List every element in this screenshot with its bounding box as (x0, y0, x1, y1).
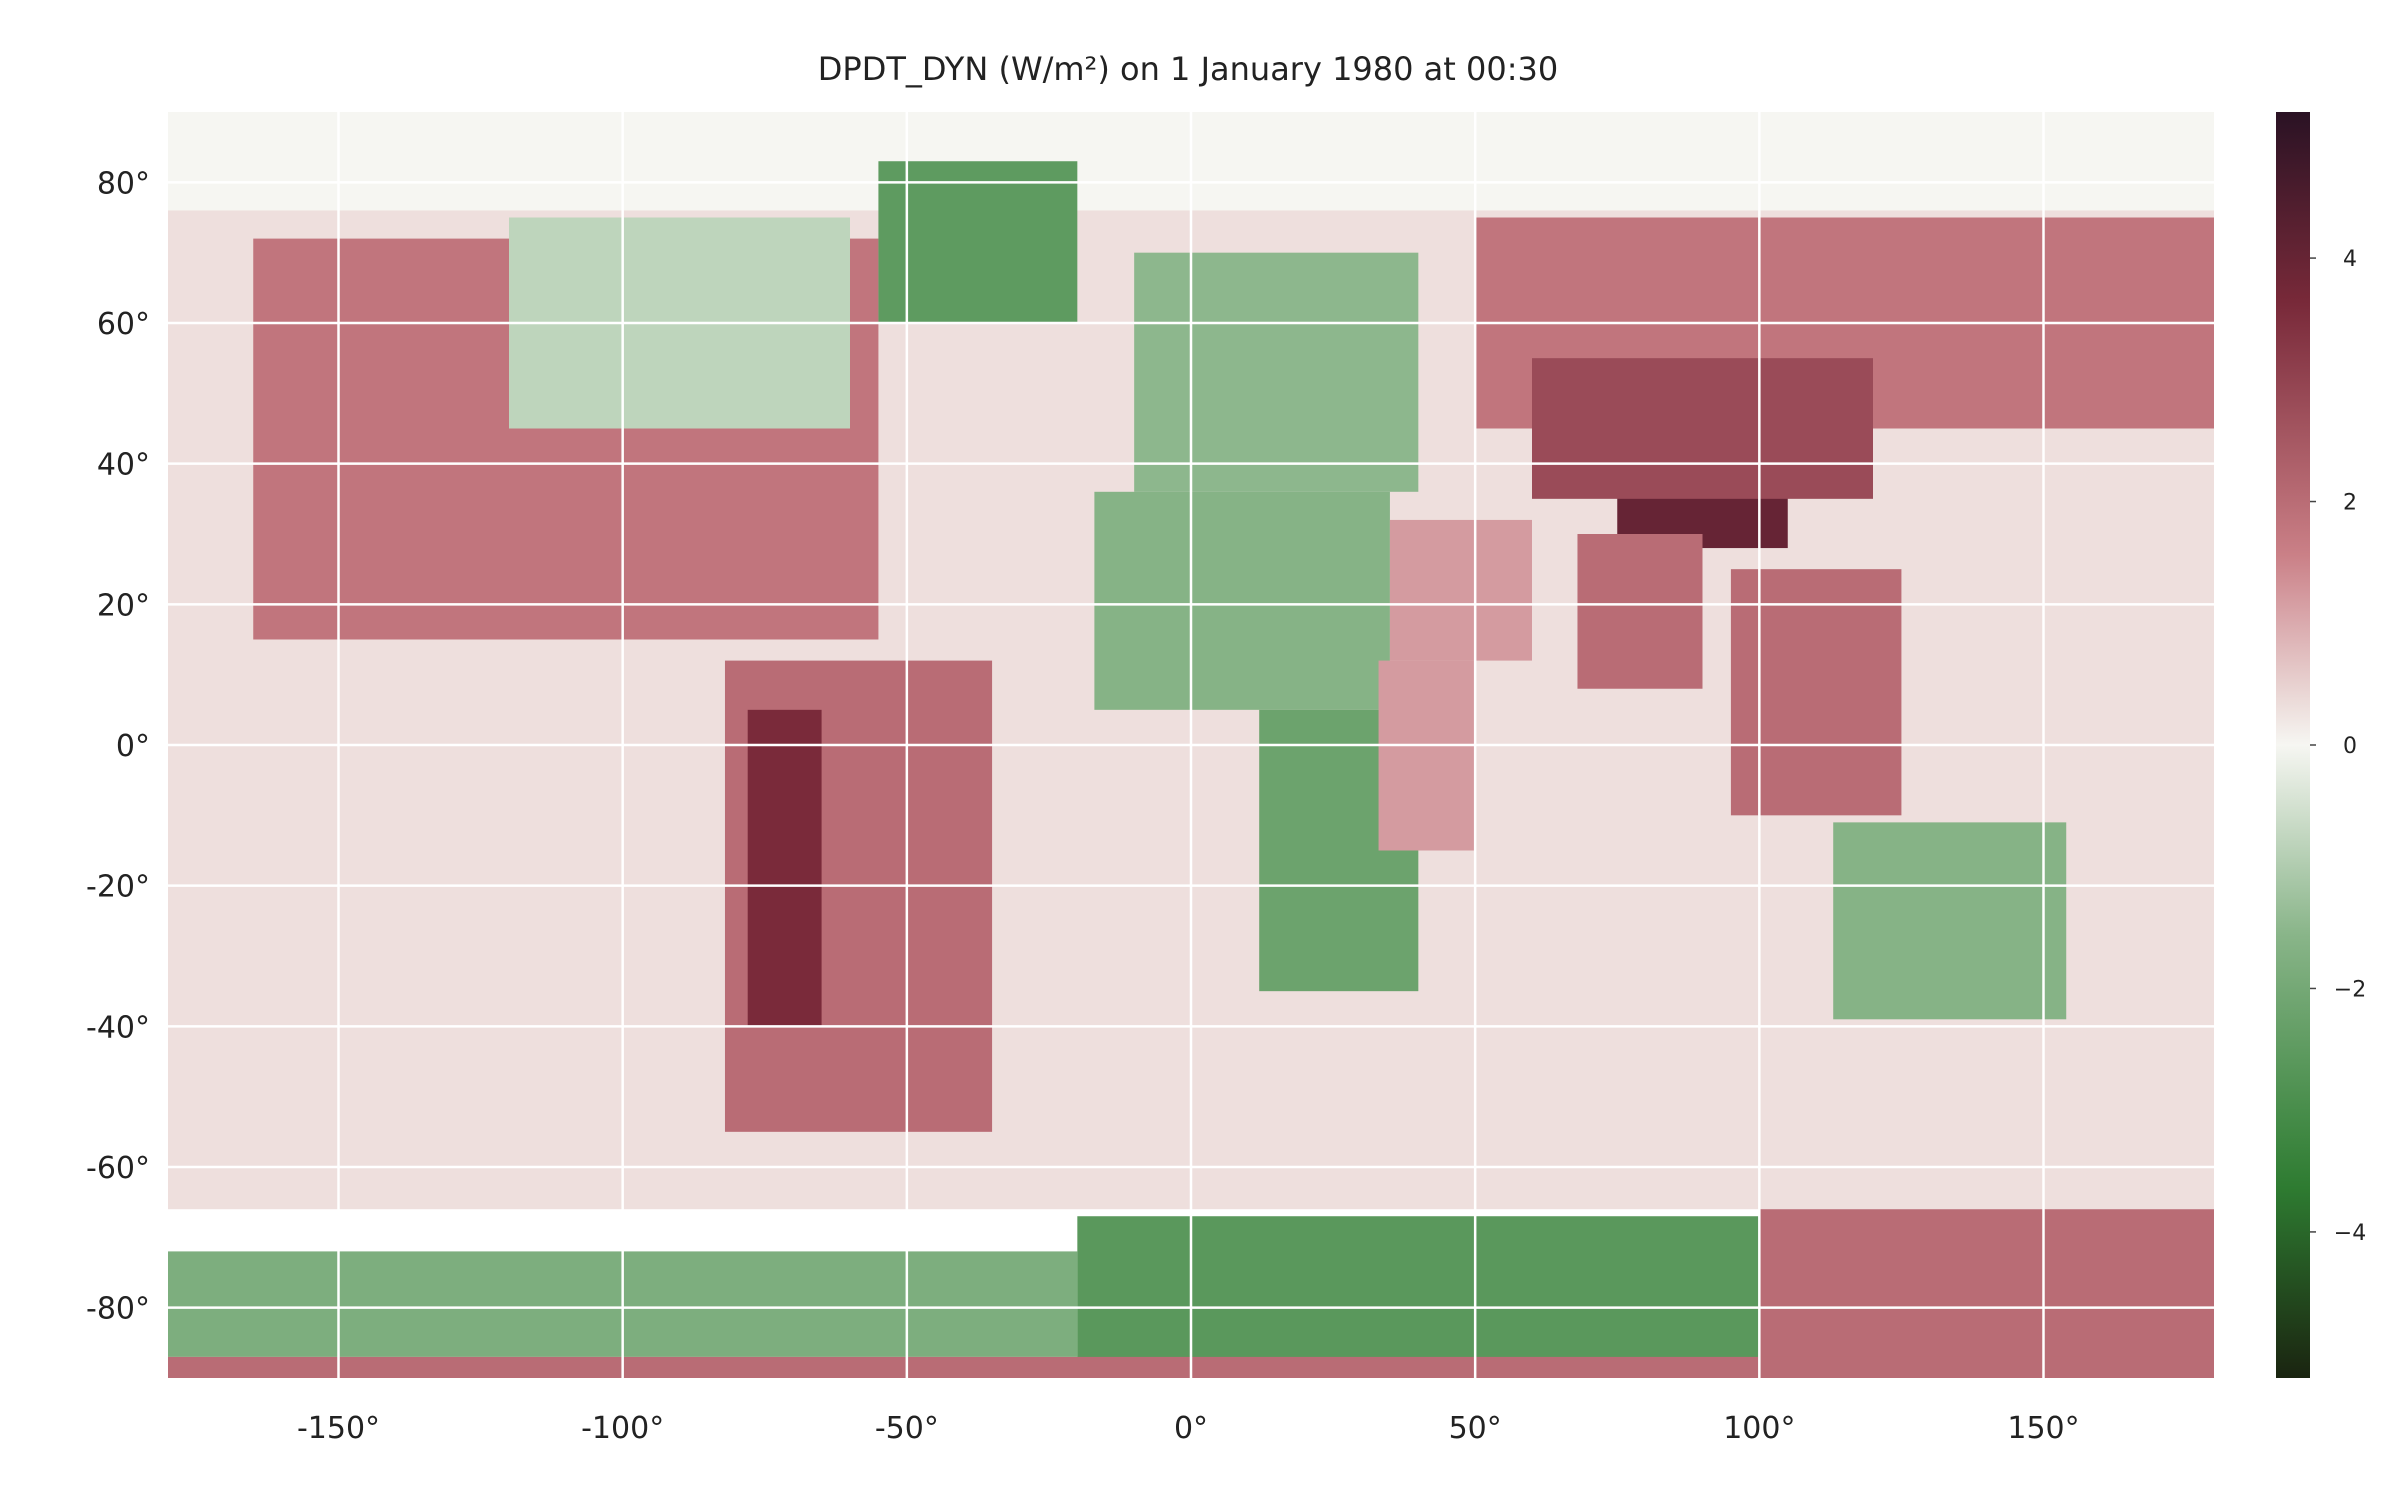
colorbar: 4 2 0 −2 −4 (2276, 112, 2366, 1378)
region-east-africa (1378, 660, 1476, 851)
y-tick-label: -60° (86, 1151, 150, 1186)
y-tick-label: 0° (116, 729, 150, 764)
colorbar-tick-label: 4 (2343, 247, 2357, 272)
x-tick-label: 150° (2007, 1411, 2079, 1446)
grid-lines (168, 112, 2214, 1378)
region-europe (1134, 252, 1419, 492)
y-tick-label: 40° (97, 448, 150, 483)
region-central-asia (1532, 358, 1873, 499)
region-north-africa (1094, 491, 1390, 710)
y-tick-label: -40° (86, 1010, 150, 1045)
region-arabia (1389, 519, 1532, 661)
y-tick-label: -80° (86, 1292, 150, 1327)
region-greenland (878, 161, 1078, 323)
colorbar-tick-label: 0 (2343, 734, 2357, 759)
y-tick-label: 20° (97, 588, 150, 623)
y-tick-label: 80° (97, 166, 150, 201)
region-antarctica-east (1077, 1216, 1760, 1364)
x-tick-label: -100° (581, 1411, 664, 1446)
x-axis-ticks: -150° -100° -50° 0° 50° 100° 150° (297, 1411, 2080, 1446)
chart-title: DPDT_DYN (W/m²) on 1 January 1980 at 00:… (818, 50, 1558, 88)
region-southeast-asia (1730, 569, 1902, 816)
region-india (1577, 534, 1703, 689)
y-tick-label: 60° (97, 307, 150, 342)
x-tick-label: -50° (875, 1411, 939, 1446)
region-andes (747, 709, 822, 1027)
colorbar-tick-label: 2 (2343, 491, 2357, 516)
region-australia (1833, 822, 2067, 1020)
y-axis-ticks: 80° 60° 40° 20° 0° -20° -40° -60° -80° (86, 166, 150, 1326)
y-tick-label: -20° (86, 870, 150, 905)
x-tick-label: 50° (1449, 1411, 1502, 1446)
x-tick-label: 0° (1174, 1411, 1208, 1446)
x-tick-label: 100° (1723, 1411, 1795, 1446)
x-tick-label: -150° (297, 1411, 380, 1446)
colorbar-tick-label: −4 (2334, 1221, 2366, 1246)
colorbar-tick-label: −2 (2334, 977, 2366, 1002)
colorbar-gradient (2276, 112, 2310, 1378)
region-antarctica-pacific (1759, 1209, 2214, 1364)
